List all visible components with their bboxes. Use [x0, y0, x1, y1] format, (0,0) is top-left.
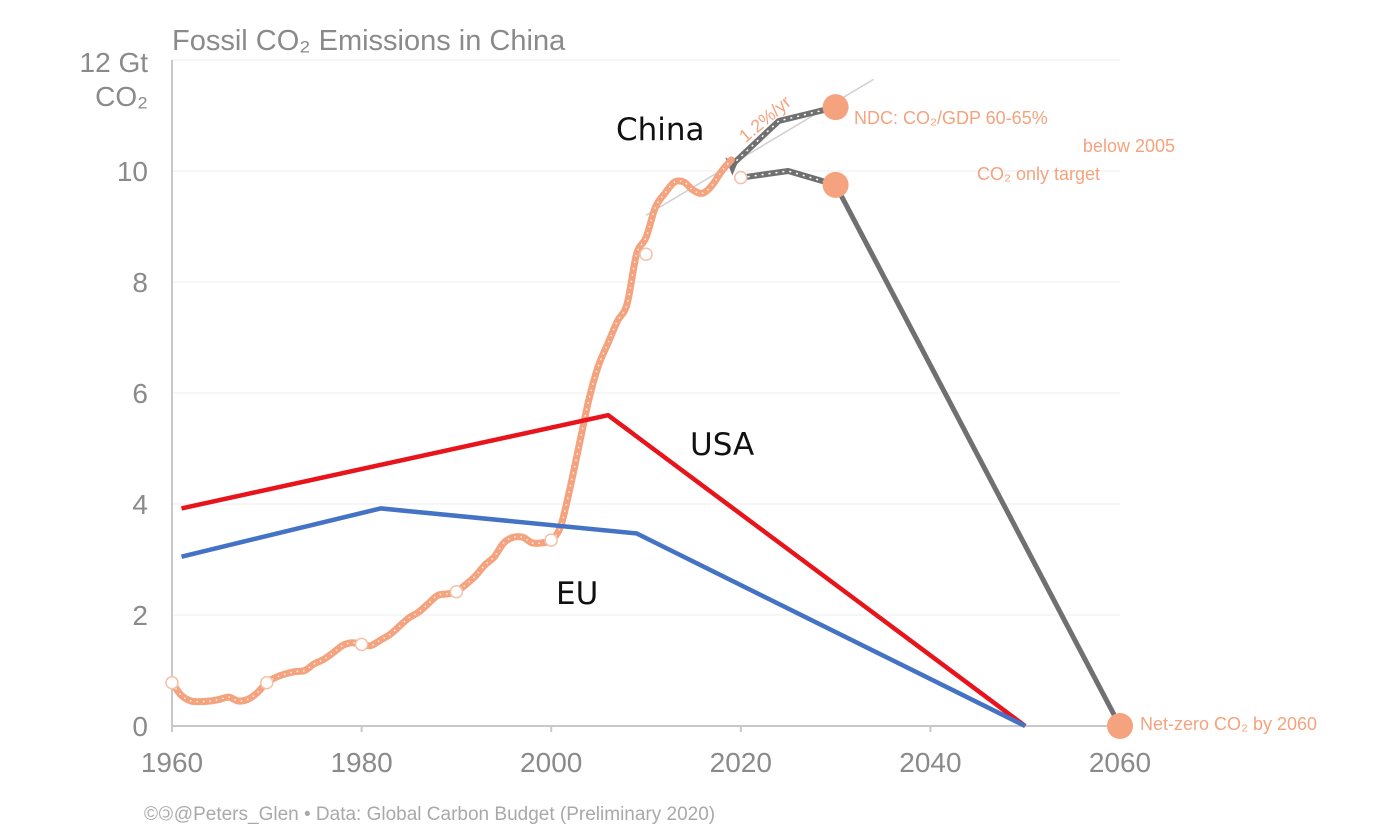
marker-2020: [734, 170, 748, 185]
co2-only-annotation: CO₂ only target: [977, 164, 1100, 184]
x-tick-label-2060: 2060: [1089, 747, 1151, 778]
y-unit-line2: CO₂: [95, 81, 148, 112]
chart-footer: ©🄯@Peters_Glen • Data: Global Carbon Bud…: [144, 804, 715, 825]
marker-1960: [165, 675, 179, 690]
y-tick-label-2: 2: [132, 600, 148, 631]
y-tick-label-4: 4: [132, 489, 148, 520]
target-point-0: [822, 94, 849, 121]
x-tick-label-2020: 2020: [710, 747, 772, 778]
y-tick-label-10: 10: [117, 156, 148, 187]
target-point-2: [1107, 713, 1133, 739]
usa-label: USA: [690, 427, 754, 463]
marker-2000: [544, 533, 558, 547]
target-point-1: [822, 171, 849, 198]
eu-series-line: [180, 506, 1027, 729]
china-series-line: [168, 156, 735, 706]
ndc-annotation-line1: NDC: CO₂/GDP 60-65%: [854, 108, 1048, 128]
usa-series-line: [181, 412, 1027, 728]
net-zero-annotation: Net-zero CO₂ by 2060: [1140, 714, 1317, 734]
marker-1990: [449, 584, 464, 599]
projection-co2-only: [740, 168, 837, 188]
projection-ndc-dots: [730, 106, 836, 167]
x-tick-label-1980: 1980: [330, 747, 392, 778]
y-unit-line1: 12 Gt: [80, 47, 149, 78]
x-tick-label-1960: 1960: [141, 747, 203, 778]
marker-1980: [354, 637, 369, 652]
y-tick-label-8: 8: [132, 267, 148, 298]
ndc-annotation-line2: below 2005: [1083, 136, 1175, 156]
gridlines: [172, 59, 1120, 616]
markers: [165, 94, 1133, 739]
x-tick-label-2000: 2000: [520, 747, 582, 778]
projection-co2-only-dots: [740, 170, 836, 186]
eu-label: EU: [556, 576, 598, 612]
chart-title: Fossil CO₂ Emissions in China: [172, 25, 566, 57]
y-tick-label-0: 0: [132, 711, 148, 742]
marker-1970: [260, 675, 274, 690]
china-label: China: [616, 112, 705, 148]
marker-2010: [639, 247, 653, 261]
projection-net-zero: [833, 183, 1123, 728]
tick-labels: 0 2 4 6 8 10 1960 1980 2000 2020 2040 2060: [117, 156, 1151, 778]
x-tick-label-2040: 2040: [899, 747, 961, 778]
y-tick-label-6: 6: [132, 378, 148, 409]
axes: [171, 60, 1121, 732]
